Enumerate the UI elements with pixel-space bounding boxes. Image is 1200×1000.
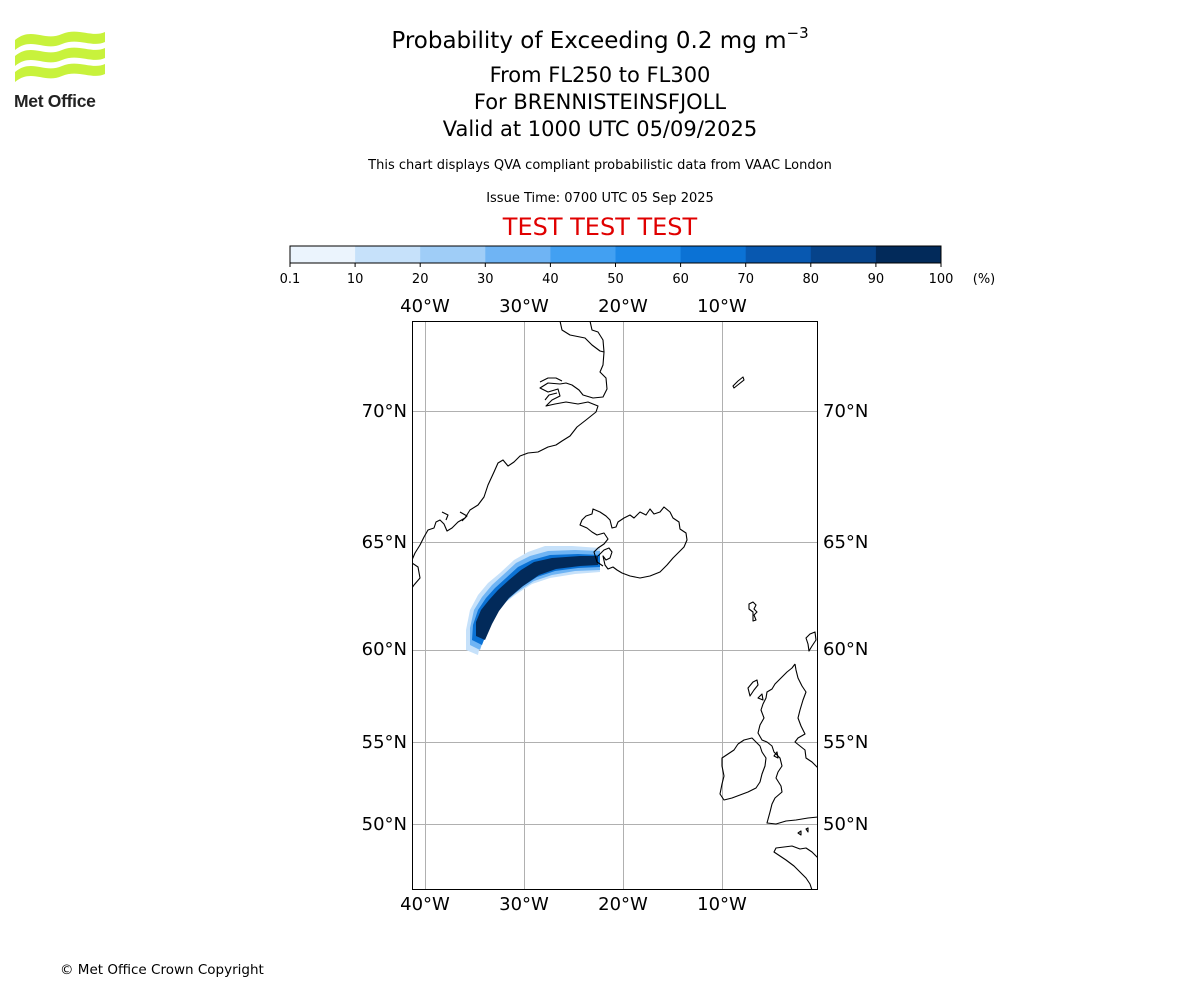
copyright-notice: © Met Office Crown Copyright [60, 962, 264, 978]
colorbar-tick-label: 60 [672, 272, 689, 287]
met-office-logo-text: Met Office [14, 91, 96, 111]
faroe-islands [748, 601, 758, 622]
lat-label-right: 55°N [823, 732, 868, 753]
colorbar-cell [680, 246, 747, 263]
chart-title-superscript: −3 [786, 24, 809, 42]
probability-plume [466, 546, 600, 655]
colorbar-tick-label: 100 [929, 272, 954, 287]
colorbar-cell [745, 246, 812, 263]
colorbar-cell [290, 246, 356, 263]
valid-time: Valid at 1000 UTC 05/09/2025 [442, 117, 758, 141]
lat-label-right: 70°N [823, 401, 868, 422]
shetland [805, 631, 817, 652]
map: 40°W 30°W 20°W 10°W 40°W 30°W 20°W 10°W … [362, 296, 869, 915]
lon-label-top: 10°W [697, 296, 747, 317]
colorbar-tick-label: 20 [412, 272, 429, 287]
lat-label-left: 65°N [362, 532, 407, 553]
chart-description: This chart displays QVA compliant probab… [368, 158, 832, 173]
lon-label-top: 20°W [598, 296, 648, 317]
colorbar-ticks: 0.1 10 20 30 40 50 60 70 80 90 100 [280, 263, 954, 287]
lat-label-left: 50°N [362, 814, 407, 835]
lon-label-bottom: 10°W [697, 894, 747, 915]
colorbar: 0.1 10 20 30 40 50 60 70 80 90 100 (%) [280, 245, 996, 287]
lon-label-bottom: 30°W [499, 894, 549, 915]
met-office-logo-waves [15, 31, 105, 82]
colorbar-tick-label: 50 [607, 272, 624, 287]
hebrides [747, 679, 764, 701]
map-frame [412, 321, 818, 890]
map-gridlines [412, 321, 818, 890]
flight-level-range: From FL250 to FL300 [489, 63, 711, 87]
colorbar-cell [810, 246, 877, 263]
issue-time: Issue Time: 0700 UTC 05 Sep 2025 [486, 191, 714, 206]
plume-10pct [466, 546, 600, 655]
test-banner: TEST TEST TEST [502, 213, 698, 241]
lat-label-left: 60°N [362, 639, 407, 660]
isle-of-man [773, 751, 779, 759]
chart-title-main: Probability of Exceeding 0.2 mg m [391, 28, 787, 54]
colorbar-cell [550, 246, 616, 263]
lat-label-right: 65°N [823, 532, 868, 553]
lon-label-bottom: 20°W [598, 894, 648, 915]
colorbar-tick-label: 10 [347, 272, 364, 287]
colorbar-unit: (%) [973, 272, 996, 287]
colorbar-tick-label: 30 [477, 272, 494, 287]
colorbar-tick-label: 70 [737, 272, 754, 287]
lat-label-left: 55°N [362, 732, 407, 753]
colorbar-cell [485, 246, 551, 263]
greenland-coast [412, 321, 608, 589]
colorbar-cell [355, 246, 421, 263]
chart-title: Probability of Exceeding 0.2 mg m−3 [0, 24, 1200, 54]
lat-label-right: 50°N [823, 814, 868, 835]
colorbar-tick-label: 90 [868, 272, 885, 287]
channel-islands [797, 827, 809, 836]
ireland-coast [719, 737, 767, 801]
colorbar-tick-label: 0.1 [280, 272, 301, 287]
iceland-coast [579, 506, 688, 579]
colorbar-cell [420, 246, 486, 263]
colorbar-tick-label: 40 [542, 272, 559, 287]
lat-label-left: 70°N [362, 401, 407, 422]
greenland-inlet [441, 377, 563, 522]
colorbar-cell [615, 246, 682, 263]
france-coast [773, 845, 818, 890]
volcano-name: For BRENNISTEINSFJOLL [473, 90, 727, 114]
colorbar-tick-label: 80 [803, 272, 820, 287]
lon-label-top: 30°W [499, 296, 549, 317]
lon-label-bottom: 40°W [400, 894, 450, 915]
colorbar-cell [875, 246, 942, 263]
map-axis-labels: 40°W 30°W 20°W 10°W 40°W 30°W 20°W 10°W … [362, 296, 869, 915]
lon-label-top: 40°W [400, 296, 450, 317]
coastlines [412, 321, 818, 890]
met-office-logo: Met Office [14, 28, 114, 113]
plume-90pct [476, 556, 598, 640]
great-britain-coast [757, 663, 818, 825]
jan-mayen [732, 376, 745, 389]
colorbar-cells [290, 246, 942, 263]
lat-label-right: 60°N [823, 639, 868, 660]
